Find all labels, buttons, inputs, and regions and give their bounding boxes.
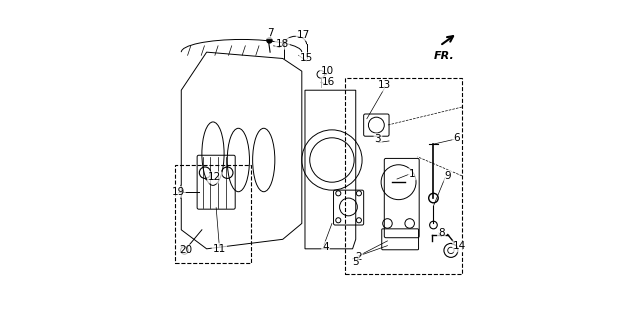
Text: 18: 18	[276, 39, 289, 49]
Bar	[175, 165, 251, 263]
Text: 13: 13	[377, 80, 391, 91]
Text: 5: 5	[352, 257, 359, 267]
Text: 10: 10	[321, 66, 334, 76]
Text: 9: 9	[445, 171, 451, 181]
Text: 2: 2	[355, 252, 362, 262]
Text: 12: 12	[208, 172, 221, 182]
Text: 11: 11	[213, 244, 226, 254]
Text: FR.: FR.	[433, 51, 454, 60]
Text: 16: 16	[321, 77, 335, 87]
Text: 1: 1	[409, 169, 416, 179]
Text: 14: 14	[453, 241, 467, 251]
Text: 19: 19	[172, 187, 185, 197]
Text: 7: 7	[267, 28, 274, 38]
Text: 3: 3	[375, 134, 381, 144]
Text: 17: 17	[297, 30, 310, 40]
Text: 4: 4	[322, 242, 329, 252]
Text: 8: 8	[438, 228, 445, 238]
Bar	[345, 77, 462, 274]
Text: 15: 15	[300, 53, 313, 63]
Text: 6: 6	[454, 133, 460, 143]
Text: 20: 20	[179, 245, 192, 255]
Circle shape	[267, 38, 272, 43]
